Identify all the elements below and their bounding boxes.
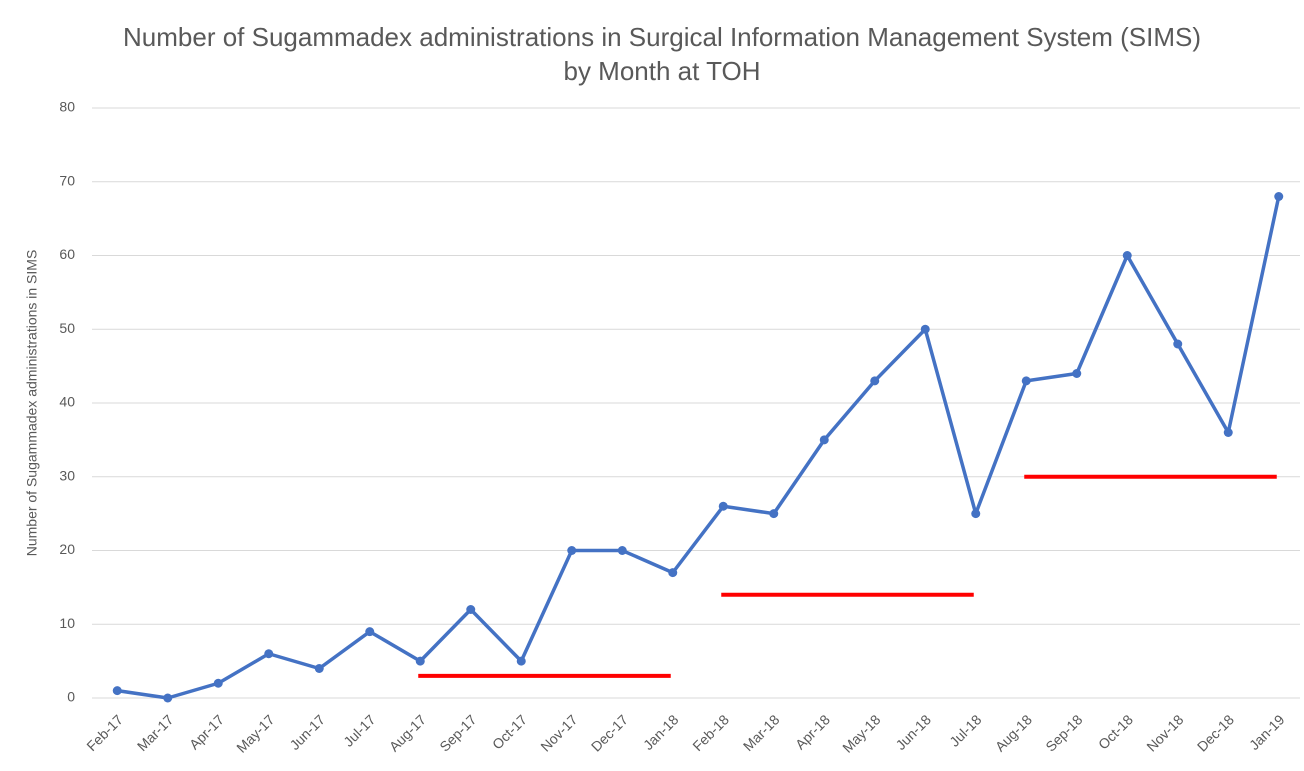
- x-tick-label: Mar-17: [134, 711, 177, 754]
- data-point: [516, 656, 526, 666]
- x-tick-label: Jun-18: [892, 711, 934, 753]
- y-tick-label: 60: [59, 246, 75, 262]
- x-tick-label: Jun-17: [286, 711, 328, 753]
- y-tick-label: 0: [67, 689, 75, 705]
- x-tick-label: Jul-17: [340, 711, 378, 749]
- y-tick-label: 70: [59, 172, 75, 188]
- y-axis-label: Number of Sugammadex administrations in …: [24, 250, 40, 557]
- x-tick-label: Feb-18: [689, 711, 732, 754]
- x-tick-label: Oct-17: [489, 711, 530, 752]
- data-point: [264, 649, 274, 659]
- data-point: [163, 693, 173, 703]
- y-tick-label: 10: [59, 615, 75, 631]
- x-tick-label: Mar-18: [740, 711, 783, 754]
- chart-title: Number of Sugammadex administrations in …: [123, 22, 1201, 86]
- x-tick-label: Feb-17: [83, 711, 126, 754]
- data-point: [1021, 376, 1031, 386]
- data-point: [769, 509, 779, 519]
- x-tick-label: Dec-18: [1194, 711, 1237, 754]
- x-tick-label: Dec-17: [588, 711, 631, 754]
- data-point: [567, 546, 577, 555]
- data-point: [1072, 369, 1082, 378]
- x-tick-label: Apr-18: [792, 711, 833, 752]
- data-point: [819, 435, 829, 445]
- x-tick-label: Jul-18: [946, 711, 984, 749]
- data-point: [1274, 192, 1284, 201]
- data-point: [112, 686, 122, 696]
- data-point: [415, 656, 425, 666]
- data-point: [1173, 339, 1183, 349]
- y-tick-label: 40: [59, 394, 75, 410]
- x-tick-label: May-17: [233, 711, 277, 755]
- x-tick-label: May-18: [839, 711, 883, 755]
- data-point: [617, 546, 627, 555]
- x-tick-label: Apr-17: [186, 711, 227, 752]
- data-point: [1122, 251, 1132, 260]
- data-point: [971, 509, 981, 519]
- x-tick-label: Aug-17: [386, 711, 429, 754]
- data-point: [1223, 428, 1233, 437]
- data-point: [213, 678, 223, 688]
- data-point: [668, 568, 678, 578]
- y-tick-label: 80: [59, 99, 75, 115]
- data-point: [314, 664, 324, 673]
- data-point: [870, 376, 880, 386]
- y-tick-label: 20: [59, 541, 75, 557]
- x-tick-label: Sep-17: [436, 711, 479, 754]
- x-tick-label: Jan-18: [640, 711, 682, 753]
- x-tick-label: Aug-18: [992, 711, 1035, 754]
- data-line: [116, 196, 1281, 700]
- y-tick-label: 50: [59, 320, 75, 336]
- data-point: [718, 501, 728, 511]
- data-point: [920, 324, 930, 334]
- x-tick-label: Jan-19: [1246, 711, 1288, 753]
- data-point: [466, 605, 476, 614]
- data-point: [365, 627, 375, 637]
- y-tick-label: 30: [59, 467, 75, 483]
- x-tick-label: Nov-18: [1143, 711, 1186, 754]
- x-tick-label: Oct-18: [1095, 711, 1136, 752]
- x-tick-label: Nov-17: [537, 711, 580, 754]
- x-tick-label: Sep-18: [1042, 711, 1085, 754]
